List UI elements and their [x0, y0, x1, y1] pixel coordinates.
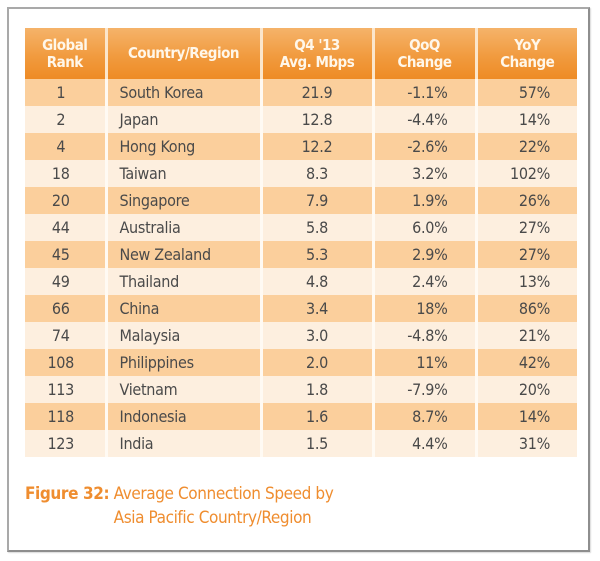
header-row: Global Rank Country/Region Q4 '13 Avg. M…	[25, 28, 577, 79]
yoy-cell: 42%	[474, 349, 577, 376]
mbps-cell: 4.8	[259, 268, 373, 295]
header-global-rank: Global Rank	[25, 28, 106, 79]
mbps-cell: 1.5	[259, 430, 373, 457]
yoy-cell: 13%	[474, 268, 577, 295]
yoy-cell: 27%	[474, 214, 577, 241]
rank-cell: 113	[25, 376, 106, 403]
country-cell: Thailand	[104, 268, 261, 295]
qoq-cell: 3.2%	[371, 160, 476, 187]
table-body: 1 South Korea 21.9 -1.1% 57% 2 Japan 12.…	[25, 79, 577, 457]
mbps-cell: 12.2	[259, 133, 373, 160]
mbps-cell: 5.3	[259, 241, 373, 268]
table-row: 44 Australia 5.8 6.0% 27%	[25, 214, 577, 241]
header-avg-mbps: Q4 '13 Avg. Mbps	[259, 28, 373, 79]
table-row: 113 Vietnam 1.8 -7.9% 20%	[25, 376, 577, 403]
qoq-cell: 4.4%	[371, 430, 476, 457]
rank-cell: 20	[25, 187, 106, 214]
mbps-cell: 12.8	[259, 106, 373, 133]
qoq-cell: 2.9%	[371, 241, 476, 268]
country-cell: Vietnam	[104, 376, 261, 403]
rank-cell: 45	[25, 241, 106, 268]
rank-cell: 123	[25, 430, 106, 457]
mbps-cell: 8.3	[259, 160, 373, 187]
country-cell: Japan	[104, 106, 261, 133]
rank-cell: 118	[25, 403, 106, 430]
table-row: 18 Taiwan 8.3 3.2% 102%	[25, 160, 577, 187]
table-row: 123 India 1.5 4.4% 31%	[25, 430, 577, 457]
mbps-cell: 3.0	[259, 322, 373, 349]
table-row: 20 Singapore 7.9 1.9% 26%	[25, 187, 577, 214]
table-row: 108 Philippines 2.0 11% 42%	[25, 349, 577, 376]
country-cell: Hong Kong	[104, 133, 261, 160]
table-row: 45 New Zealand 5.3 2.9% 27%	[25, 241, 577, 268]
qoq-cell: 6.0%	[371, 214, 476, 241]
mbps-cell: 1.6	[259, 403, 373, 430]
figure-caption: Figure 32: Average Connection Speed by A…	[25, 482, 354, 530]
country-cell: Malaysia	[104, 322, 261, 349]
table-row: 118 Indonesia 1.6 8.7% 14%	[25, 403, 577, 430]
country-cell: Indonesia	[104, 403, 261, 430]
rank-cell: 2	[25, 106, 106, 133]
rank-cell: 49	[25, 268, 106, 295]
qoq-cell: 1.9%	[371, 187, 476, 214]
mbps-cell: 1.8	[259, 376, 373, 403]
figure-label: Figure 32:	[25, 484, 110, 504]
country-cell: New Zealand	[104, 241, 261, 268]
qoq-cell: -7.9%	[371, 376, 476, 403]
table-row: 1 South Korea 21.9 -1.1% 57%	[25, 79, 577, 106]
rank-cell: 1	[25, 79, 106, 106]
connection-speed-table: Global Rank Country/Region Q4 '13 Avg. M…	[25, 28, 577, 457]
qoq-cell: -1.1%	[371, 79, 476, 106]
yoy-cell: 31%	[474, 430, 577, 457]
table-row: 66 China 3.4 18% 86%	[25, 295, 577, 322]
country-cell: India	[104, 430, 261, 457]
qoq-cell: 11%	[371, 349, 476, 376]
figure-title: Average Connection Speed by Asia Pacific…	[113, 484, 334, 528]
yoy-cell: 102%	[474, 160, 577, 187]
mbps-cell: 2.0	[259, 349, 373, 376]
rank-cell: 74	[25, 322, 106, 349]
country-cell: Philippines	[104, 349, 261, 376]
rank-cell: 4	[25, 133, 106, 160]
yoy-cell: 22%	[474, 133, 577, 160]
country-cell: Singapore	[104, 187, 261, 214]
yoy-cell: 14%	[474, 106, 577, 133]
qoq-cell: 8.7%	[371, 403, 476, 430]
table-row: 74 Malaysia 3.0 -4.8% 21%	[25, 322, 577, 349]
mbps-cell: 5.8	[259, 214, 373, 241]
yoy-cell: 27%	[474, 241, 577, 268]
rank-cell: 44	[25, 214, 106, 241]
yoy-cell: 14%	[474, 403, 577, 430]
header-yoy-change: YoY Change	[474, 28, 577, 79]
rank-cell: 108	[25, 349, 106, 376]
mbps-cell: 7.9	[259, 187, 373, 214]
country-cell: Taiwan	[104, 160, 261, 187]
mbps-cell: 3.4	[259, 295, 373, 322]
yoy-cell: 57%	[474, 79, 577, 106]
qoq-cell: -4.8%	[371, 322, 476, 349]
rank-cell: 66	[25, 295, 106, 322]
table-row: 49 Thailand 4.8 2.4% 13%	[25, 268, 577, 295]
yoy-cell: 21%	[474, 322, 577, 349]
mbps-cell: 21.9	[259, 79, 373, 106]
table-row: 2 Japan 12.8 -4.4% 14%	[25, 106, 577, 133]
yoy-cell: 26%	[474, 187, 577, 214]
qoq-cell: 18%	[371, 295, 476, 322]
rank-cell: 18	[25, 160, 106, 187]
yoy-cell: 86%	[474, 295, 577, 322]
country-cell: South Korea	[104, 79, 261, 106]
country-cell: China	[104, 295, 261, 322]
country-cell: Australia	[104, 214, 261, 241]
table-row: 4 Hong Kong 12.2 -2.6% 22%	[25, 133, 577, 160]
header-country-region: Country/Region	[104, 28, 261, 79]
yoy-cell: 20%	[474, 376, 577, 403]
qoq-cell: -4.4%	[371, 106, 476, 133]
qoq-cell: -2.6%	[371, 133, 476, 160]
qoq-cell: 2.4%	[371, 268, 476, 295]
header-qoq-change: QoQ Change	[371, 28, 476, 79]
